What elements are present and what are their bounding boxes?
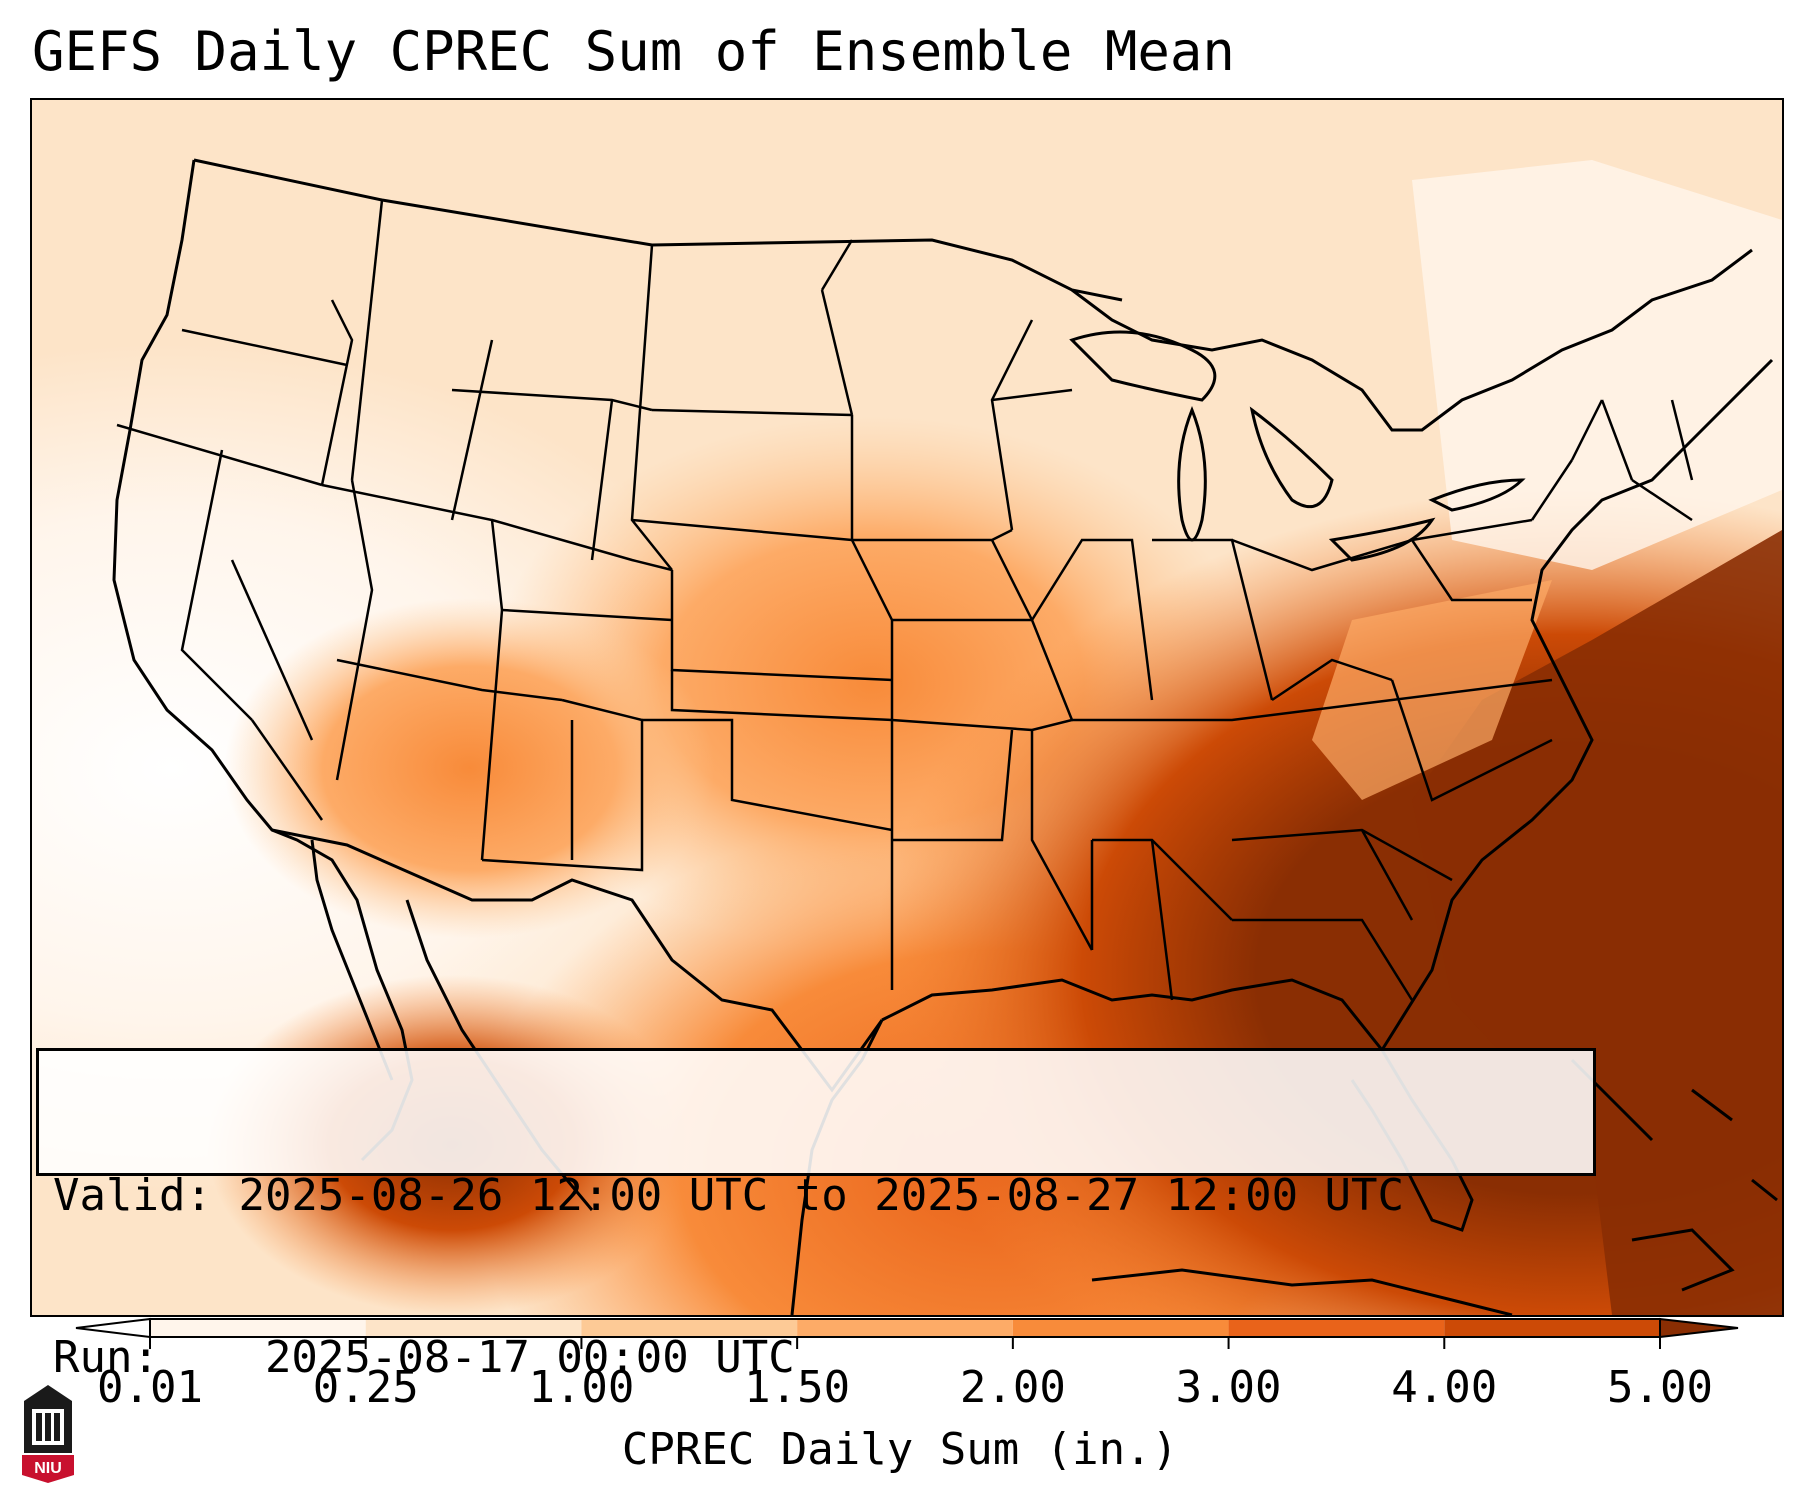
colorbar-tick-label: 1.50 [744,1362,851,1413]
valid-value: 2025-08-26 12:00 UTC to 2025-08-27 12:00… [238,1170,1405,1221]
colorbar-tick-label: 2.00 [959,1362,1066,1413]
colorbar [75,1317,1739,1349]
colorbar-segment [1012,1319,1229,1337]
valid-run-info-box: Valid: 2025-08-26 12:00 UTC to 2025-08-2… [36,1048,1596,1383]
valid-line: Valid: 2025-08-26 12:00 UTC to 2025-08-2… [53,1169,1579,1223]
logo-text: NIU [34,1460,62,1477]
colorbar-tick-label: 5.00 [1607,1362,1713,1413]
niu-logo: NIU [22,1385,74,1483]
coastlines [112,159,1774,1315]
state-lines [116,199,1694,1001]
logo-red-base [22,1455,74,1483]
valid-label: Valid: [53,1170,212,1221]
run-value: 2025-08-17 00:00 UTC [264,1332,795,1383]
colorbar-under-triangle [75,1317,151,1339]
colorbar-tick-label: 4.00 [1391,1362,1498,1413]
atlantic-heavy-precip [1412,530,1782,1315]
colorbar-segment [1228,1319,1445,1337]
northeast-light-field [1412,160,1782,570]
colorbar-label: CPREC Daily Sum (in.) [621,1424,1179,1475]
colorbar-tick-label: 1.00 [528,1362,635,1413]
colorbar-over-triangle [1659,1317,1739,1339]
colorbar-tick-label: 0.01 [97,1362,203,1413]
colorbar-tick-label: 3.00 [1175,1362,1282,1413]
colorbar-segment [581,1319,798,1337]
colorbar-tick-label: 0.25 [312,1362,419,1413]
page-title: GEFS Daily CPREC Sum of Ensemble Mean [32,20,1235,83]
run-line: Run: 2025-08-17 00:00 UTC [53,1331,1579,1385]
colorbar-segment [365,1319,582,1337]
run-label: Run: [53,1332,159,1383]
colorbar-segment [150,1319,366,1337]
colorbar-segment [797,1319,1013,1337]
colorbar-segment [1444,1319,1660,1337]
midatlantic-precip [1312,580,1552,800]
colorbar-outline [149,1318,1661,1338]
